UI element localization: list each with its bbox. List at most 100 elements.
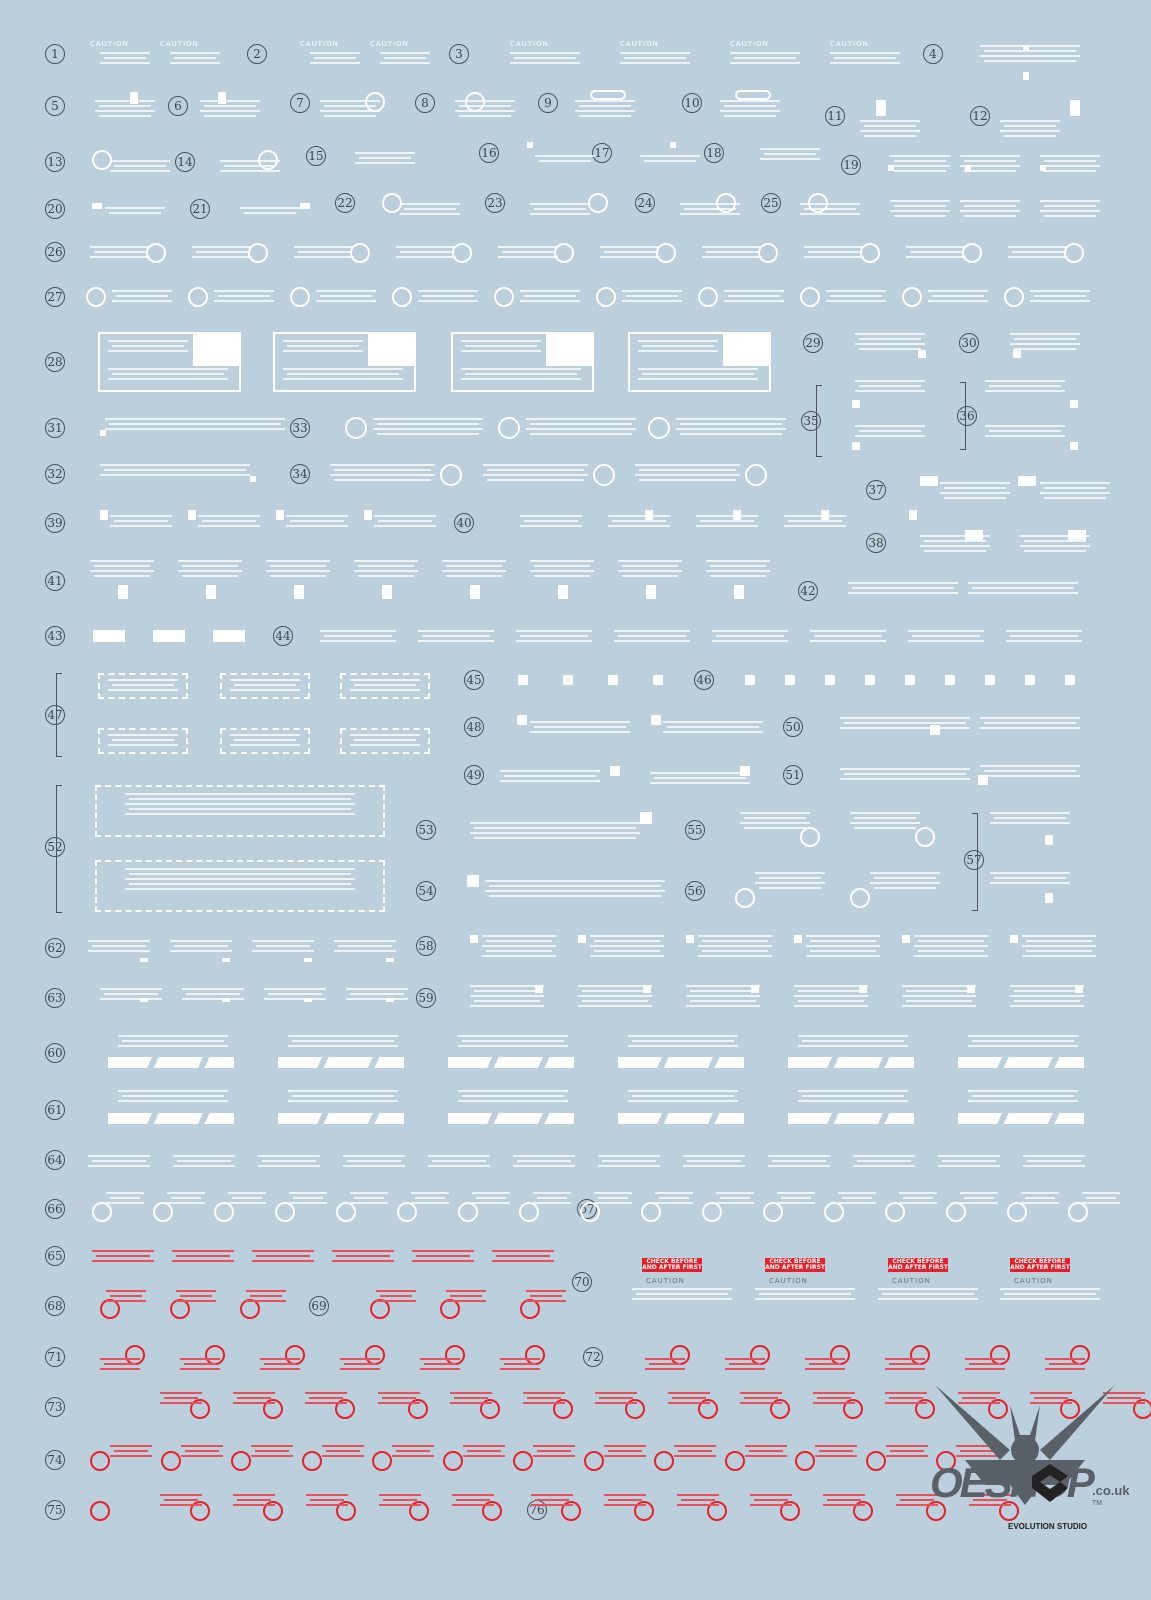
marker-24: 24: [635, 193, 655, 213]
decal-text: [1010, 343, 1080, 345]
decal-text: [455, 110, 515, 112]
decal-text: [1000, 1288, 1100, 1290]
decal-circle: [716, 193, 736, 213]
red-decal-text: [667, 1392, 710, 1394]
decal-text: [294, 256, 354, 258]
watermark-text: OESHOP: [930, 1459, 1095, 1506]
decal-panel: [98, 332, 241, 392]
decal-text: [114, 520, 168, 522]
decal-text: [784, 525, 846, 527]
red-decal-text: [645, 1368, 685, 1370]
decal-text: [526, 418, 636, 420]
red-decal-text: [492, 1260, 554, 1262]
decal-text: [230, 679, 300, 681]
decal-text: [985, 435, 1065, 437]
red-decal-text: [816, 1397, 851, 1399]
decal-text: [289, 1202, 327, 1204]
marker-38: 38: [866, 533, 886, 553]
decal-square: [250, 476, 256, 482]
decal-text: [310, 52, 360, 54]
decal-text: [618, 635, 686, 637]
decal-text: [838, 1202, 876, 1204]
decal-text: [286, 515, 348, 517]
decal-text: [938, 1155, 1000, 1157]
decal-text: [972, 587, 1074, 589]
decal-circle: [735, 888, 755, 908]
decal-text: [347, 1160, 401, 1162]
decal-text: [848, 592, 958, 594]
red-decal-text: [392, 1445, 434, 1447]
decal-circle: [275, 1202, 295, 1222]
decal-square: [794, 935, 802, 943]
decal-text: [944, 487, 1006, 489]
decal-text: [422, 635, 490, 637]
decal-text: [474, 837, 636, 839]
decal-text: [458, 1100, 568, 1102]
decal-square: [206, 585, 216, 599]
red-decal-text: [309, 1397, 343, 1399]
decal-text: [698, 955, 772, 957]
decal-text: [411, 1202, 449, 1204]
red-decal-circle: [409, 1501, 429, 1521]
decal-text: [320, 100, 380, 102]
decal-text: [663, 721, 763, 723]
red-decal-text: [164, 1397, 198, 1399]
decal-text: [218, 295, 270, 297]
decal-text: [730, 62, 800, 64]
decal-text: [906, 246, 966, 248]
decal-text: [298, 251, 350, 253]
red-decal-text: [956, 1445, 998, 1447]
decal-text: [358, 575, 414, 577]
decal-text: [806, 945, 880, 947]
red-decal-text: [256, 1255, 310, 1257]
marker-70: 70: [572, 1272, 592, 1292]
decal-text: [980, 55, 1080, 57]
red-decal-text: [1030, 1392, 1072, 1394]
decal-text: [663, 731, 763, 733]
decal-square: [1023, 45, 1029, 51]
decal-text: [288, 1090, 398, 1092]
decal-square: [825, 675, 835, 685]
decal-text: [960, 1192, 998, 1194]
red-decal-text: [1102, 1392, 1145, 1394]
decal-text: [110, 170, 170, 172]
red-decal-circle: [770, 1399, 790, 1419]
decal-text: [760, 158, 820, 160]
decal-text: [755, 882, 825, 884]
marker-71: 71: [45, 1347, 65, 1367]
red-decal-text: [454, 1397, 488, 1399]
decal-circle: [648, 417, 670, 439]
decal-text: [642, 373, 754, 375]
red-decal-text: [176, 1290, 216, 1292]
red-decal-text: [255, 1450, 289, 1452]
decal-text: [924, 540, 986, 542]
red-decal-text: [900, 1499, 934, 1501]
decal-circle: [214, 1202, 234, 1222]
decal-text: [500, 780, 600, 782]
decal-text: [462, 1095, 564, 1097]
decal-text: [1040, 482, 1110, 484]
decal-text: [810, 940, 876, 942]
decal-text: [624, 57, 686, 59]
decal-square: [100, 510, 108, 520]
marker-61: 61: [45, 1100, 65, 1120]
red-decal-circle: [125, 1345, 145, 1365]
red-decal-text: [160, 1402, 202, 1404]
red-decal-text: [754, 1499, 788, 1501]
decal-text: [228, 1192, 266, 1194]
red-decal-text: [172, 1250, 234, 1252]
decal-text: [324, 115, 376, 117]
decal-text: [470, 1005, 544, 1007]
red-decal-circle: [440, 1299, 460, 1319]
red-decal-text: [744, 1397, 778, 1399]
decal-text: [1010, 635, 1078, 637]
decal-text: [676, 428, 786, 430]
decal-text: [289, 1192, 327, 1194]
decal-text: [696, 525, 758, 527]
marker-45: 45: [464, 670, 484, 690]
decal-text: [486, 940, 552, 942]
decal-frame: [95, 785, 385, 837]
red-decal-circle: [750, 1345, 770, 1365]
red-decal-text: [645, 1358, 685, 1360]
decal-square: [470, 585, 480, 599]
